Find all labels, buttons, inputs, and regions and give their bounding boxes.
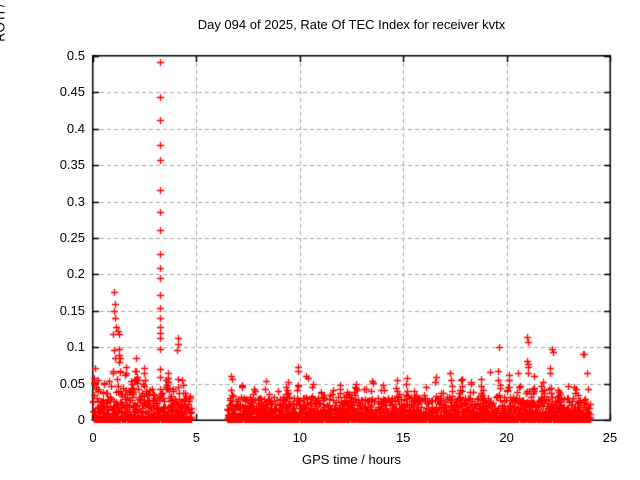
x-tick-label: 15 [395, 430, 411, 445]
y-tick-label: 0.5 [66, 48, 85, 63]
x-tick-label: 10 [292, 430, 308, 445]
x-tick-label: 20 [499, 430, 514, 445]
y-tick-label: 0.2 [66, 266, 85, 282]
y-axis-title-text: ROTI / TECUs [0, 0, 8, 42]
y-tick-label: 0.05 [59, 375, 85, 391]
y-tick-label: 0.25 [59, 230, 85, 245]
y-tick-label: 0.4 [66, 120, 85, 136]
x-axis-title: GPS time / hours [302, 452, 401, 467]
y-tick-label: 0.35 [59, 157, 85, 173]
chart-title: Day 094 of 2025, Rate Of TEC Index for r… [197, 17, 506, 32]
x-tick-label: 0 [89, 430, 97, 445]
y-tick-label: 0.1 [66, 339, 85, 355]
x-tick-label: 25 [602, 430, 618, 445]
x-tick-label: 5 [192, 430, 200, 445]
y-tick-label: 0 [77, 412, 85, 427]
y-tick-label: 0.3 [66, 193, 85, 209]
y-tick-label: 0.45 [59, 84, 85, 100]
y-tick-label: 0.15 [59, 302, 85, 318]
